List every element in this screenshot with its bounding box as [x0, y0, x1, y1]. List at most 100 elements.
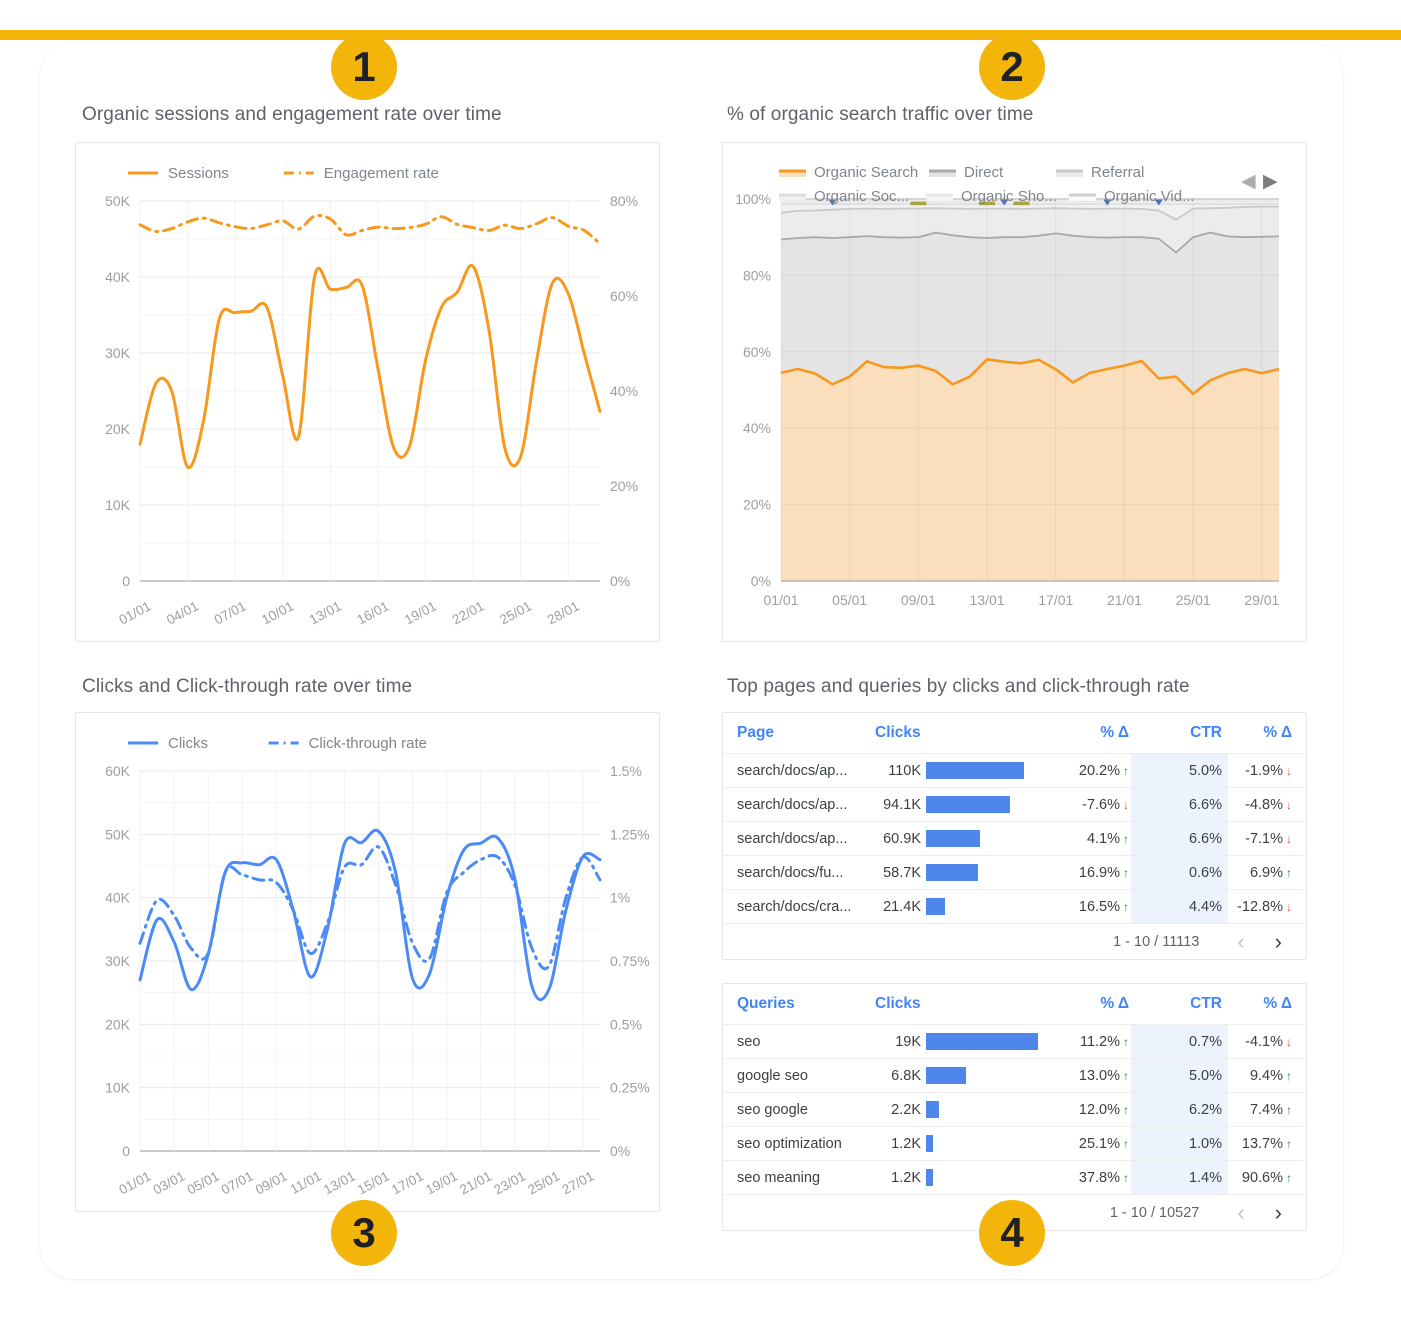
marker-triangle-icon — [1103, 199, 1112, 206]
left-axis-label: 10K — [105, 1080, 131, 1096]
left-axis-label: 20K — [105, 1016, 131, 1032]
column-header-CTR: CTR — [1190, 724, 1222, 741]
x-axis-label: 27/01 — [559, 1168, 596, 1197]
up-arrow-icon: ↑ — [1286, 1136, 1292, 1151]
area-referral — [781, 206, 1279, 253]
step-badge-3: 3 — [331, 1200, 397, 1266]
x-axis-label: 13/01 — [307, 598, 344, 627]
right-axis-label: 0% — [610, 1143, 630, 1159]
table-row: seo optimization 1.2K 25.1% ↑ 1.0% 13.7% ↑ — [723, 1126, 1306, 1160]
table-row: seo 19K 11.2% ↑ 0.7% -4.1% ↓ — [723, 1024, 1306, 1058]
table-row: seo google 2.2K 12.0% ↑ 6.2% 7.4% ↑ — [723, 1092, 1306, 1126]
left-axis-label: 30K — [105, 345, 131, 361]
table-row: search/docs/fu... 58.7K 16.9% ↑ 0.6% 6.9% ↑ — [723, 855, 1306, 889]
clicks-value: 6.8K — [891, 1067, 921, 1084]
row-label: seo optimization — [737, 1135, 842, 1152]
x-axis-label: 16/01 — [354, 598, 391, 627]
step-badge-1: 1 — [331, 34, 397, 100]
ctr-value: 4.4% — [1131, 890, 1228, 923]
pagination-row: 1 - 10 / 10527 ‹ › — [723, 1194, 1306, 1230]
up-arrow-icon: ↑ — [1123, 899, 1129, 914]
up-arrow-icon: ↑ — [1286, 865, 1292, 880]
pagination-next-icon[interactable]: › — [1274, 928, 1282, 954]
clicks-bar — [926, 762, 1024, 779]
svg-text:Sessions: Sessions — [168, 165, 229, 182]
ctr-value: 0.6% — [1131, 856, 1228, 889]
sessions-chart-canvas: Sessions Engagement rate 01/01 04/01 07/01 10… — [105, 165, 638, 628]
right-axis-label: 60% — [610, 288, 638, 304]
delta-ctr: 6.9% ↑ — [1249, 864, 1292, 881]
pagination-next-icon[interactable]: › — [1274, 1199, 1282, 1225]
up-arrow-icon: ↑ — [1286, 1170, 1292, 1185]
left-axis-label: 100% — [735, 191, 771, 207]
marker-triangle-icon — [1154, 199, 1163, 206]
delta-ctr: -12.8% ↓ — [1237, 898, 1292, 915]
down-arrow-icon: ↓ — [1286, 763, 1292, 778]
pagination-prev-icon[interactable]: ‹ — [1237, 928, 1245, 954]
x-axis-label: 07/01 — [219, 1168, 256, 1197]
column-header-Clicks[interactable]: Clicks ▾ — [869, 724, 923, 742]
x-axis-label: 19/01 — [423, 1168, 460, 1197]
clicks-bar — [926, 1033, 1038, 1050]
column-header-Page: Page — [737, 724, 775, 741]
x-axis-label: 01/01 — [117, 1168, 154, 1197]
clicks-bar — [926, 1135, 934, 1152]
column-header-CTR: CTR — [1190, 995, 1222, 1012]
column-header-Clicks[interactable]: Clicks ▾ — [869, 995, 923, 1013]
x-axis-label: 25/01 — [525, 1168, 562, 1197]
chart-legend: Clicks Click-through rate — [128, 735, 427, 752]
column-header-% Δ: % Δ — [1100, 724, 1129, 741]
x-axis-label: 15/01 — [355, 1168, 392, 1197]
ctr-value: 5.0% — [1131, 754, 1228, 787]
pagination-prev-icon[interactable]: ‹ — [1237, 1199, 1245, 1225]
chart-legend: Sessions Engagement rate — [128, 165, 439, 182]
up-arrow-icon: ↑ — [1123, 865, 1129, 880]
ctr-value: 6.6% — [1131, 822, 1228, 855]
x-axis-label: 17/01 — [389, 1168, 426, 1197]
up-arrow-icon: ↑ — [1286, 1068, 1292, 1083]
left-axis-label: 40K — [105, 890, 131, 906]
boundary-direct — [780, 231, 1280, 254]
table-header-row: Page Clicks ▾ % Δ CTR % Δ — [723, 713, 1306, 753]
x-axis-label: 07/01 — [212, 598, 249, 627]
delta-clicks: 16.5% ↑ — [1078, 898, 1129, 915]
left-axis-label: 20K — [105, 421, 131, 437]
clicks-value: 94.1K — [883, 796, 921, 813]
clicks-value: 110K — [888, 762, 921, 779]
left-axis-label: 40K — [105, 269, 131, 285]
legend-prev-icon[interactable]: ◀ — [1241, 171, 1256, 192]
top-pages-table: Page Clicks ▾ % Δ CTR % Δ search/docs/ap... 11… — [722, 712, 1307, 960]
x-axis-label: 21/01 — [457, 1168, 494, 1197]
clicks-bar — [926, 1169, 934, 1186]
legend-label: Organic Sho... — [961, 188, 1057, 205]
legend-label: Organic Vid... — [1104, 188, 1195, 205]
clicks-bar — [926, 1067, 967, 1084]
legend-fill-swatch — [929, 171, 956, 177]
right-axis-label: 0% — [610, 573, 630, 589]
left-axis-label: 20% — [743, 497, 771, 513]
delta-ctr: -4.8% ↓ — [1245, 796, 1292, 813]
clicks-bar — [926, 796, 1010, 813]
delta-ctr: -7.1% ↓ — [1245, 830, 1292, 847]
x-axis-label: 28/01 — [545, 598, 582, 627]
delta-clicks: 12.0% ↑ — [1078, 1101, 1129, 1118]
up-arrow-icon: ↑ — [1123, 831, 1129, 846]
left-axis-label: 50K — [105, 193, 131, 209]
row-label: search/docs/fu... — [737, 864, 844, 881]
x-axis-label: 01/01 — [763, 592, 798, 608]
legend-next-icon[interactable]: ▶ — [1263, 171, 1278, 192]
pagination-row: 1 - 10 / 11113 ‹ › — [723, 923, 1306, 959]
row-label: search/docs/ap... — [737, 762, 848, 779]
delta-ctr: 7.4% ↑ — [1249, 1101, 1292, 1118]
x-axis-label: 25/01 — [1176, 592, 1211, 608]
up-arrow-icon: ↑ — [1123, 763, 1129, 778]
clicks-bar — [926, 830, 981, 847]
traffic-share-chart-canvas: 01/01 05/01 09/01 13/01 17/01 21/01 25/01 29/01… — [735, 164, 1280, 608]
right-axis-label: 80% — [610, 193, 638, 209]
column-header-% Δ: % Δ — [1263, 724, 1292, 741]
x-axis-label: 05/01 — [832, 592, 867, 608]
x-axis-label: 01/01 — [117, 598, 154, 627]
marker-triangle-icon — [828, 199, 837, 206]
legend-label: Referral — [1091, 164, 1144, 181]
marker-dash-icon — [910, 201, 927, 206]
